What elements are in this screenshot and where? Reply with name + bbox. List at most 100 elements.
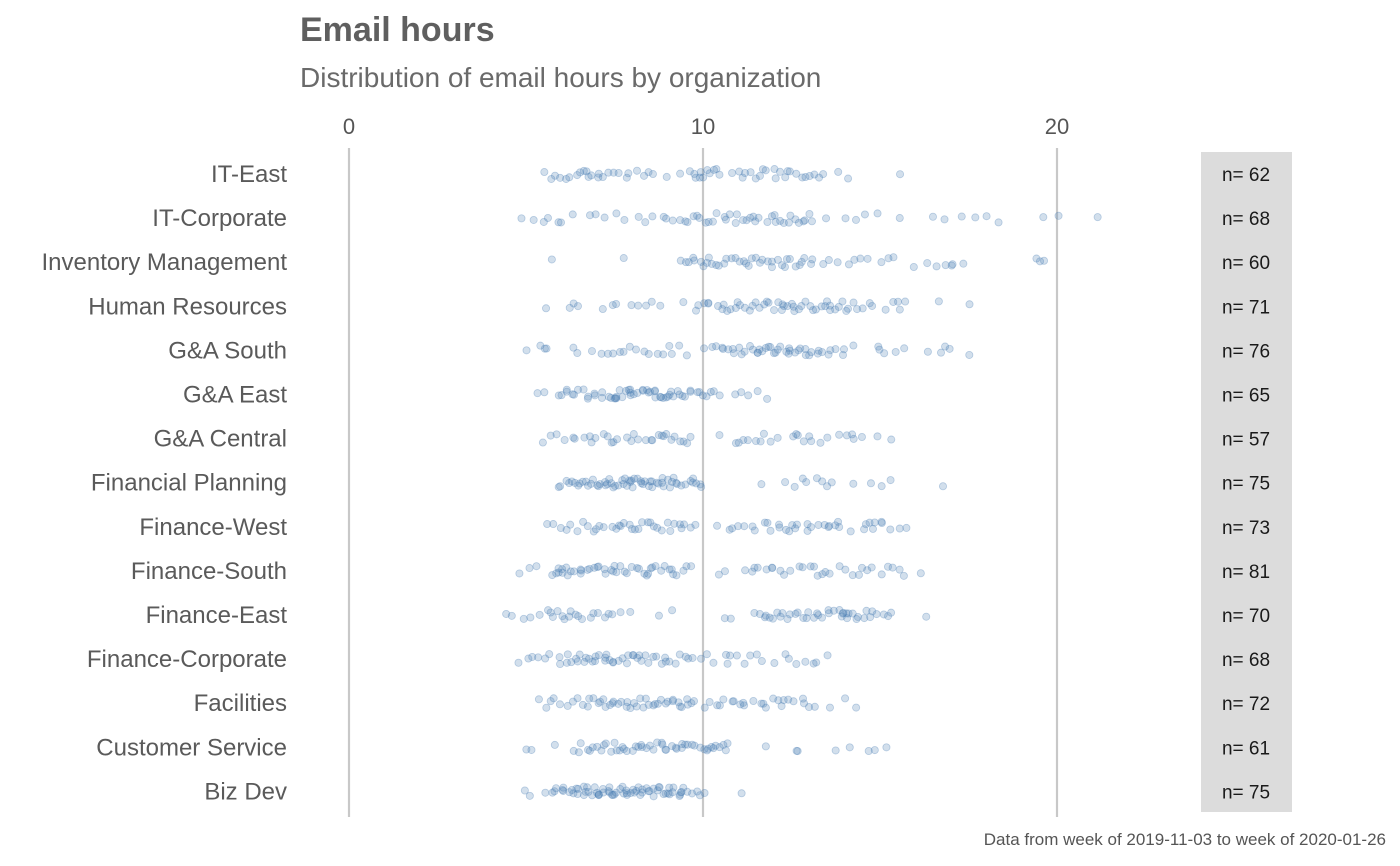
data-point <box>839 345 848 354</box>
data-point <box>679 566 688 575</box>
data-point <box>896 170 905 179</box>
data-point <box>764 298 773 307</box>
data-point <box>695 791 704 800</box>
data-point <box>689 697 698 706</box>
data-point <box>779 218 788 227</box>
category-label: Facilities <box>194 690 287 717</box>
data-point <box>791 262 800 271</box>
data-point <box>742 259 751 268</box>
data-point <box>661 745 670 754</box>
data-point <box>662 430 671 439</box>
data-point <box>777 306 786 315</box>
count-label: n= 71 <box>1222 297 1270 318</box>
data-point <box>656 393 665 402</box>
data-point <box>610 394 619 403</box>
data-point <box>585 211 594 220</box>
data-point <box>856 254 865 263</box>
data-point <box>653 738 662 747</box>
data-point <box>844 174 853 183</box>
x-axis-ticks: 0 10 20 <box>343 114 1069 139</box>
data-point <box>792 169 801 178</box>
data-point <box>766 343 775 352</box>
data-point <box>574 784 583 793</box>
data-point <box>573 657 582 666</box>
data-point <box>552 784 561 793</box>
data-point <box>763 394 772 403</box>
data-point <box>554 218 563 227</box>
category-row: Finance-South n= 81 <box>131 558 1270 585</box>
data-point <box>744 261 753 270</box>
data-point <box>589 527 598 536</box>
data-point <box>644 700 653 709</box>
data-point <box>672 571 681 580</box>
data-point <box>768 563 777 572</box>
data-point <box>700 789 709 798</box>
data-point <box>798 173 807 182</box>
data-point <box>841 694 850 703</box>
data-point <box>556 218 565 227</box>
data-point <box>569 390 578 399</box>
data-point <box>573 694 582 703</box>
data-point <box>835 523 844 532</box>
data-point <box>676 216 685 225</box>
data-point <box>780 570 789 579</box>
count-label: n= 76 <box>1222 341 1270 362</box>
data-point <box>734 438 743 447</box>
data-point <box>686 432 695 441</box>
data-point <box>818 613 827 622</box>
data-point <box>605 783 614 792</box>
data-point <box>844 260 853 269</box>
data-point <box>751 298 760 307</box>
data-point <box>546 697 555 706</box>
data-point <box>825 569 834 578</box>
data-point <box>792 520 801 529</box>
data-point <box>679 783 688 792</box>
data-point <box>872 610 881 619</box>
data-point <box>683 218 692 227</box>
data-point <box>852 215 861 224</box>
data-point <box>690 169 699 178</box>
data-point <box>803 526 812 535</box>
data-point <box>649 652 658 661</box>
data-point <box>575 479 584 488</box>
data-point <box>576 569 585 578</box>
data-point <box>595 480 604 489</box>
data-point <box>642 301 651 310</box>
data-point <box>870 518 879 527</box>
data-point <box>671 743 680 752</box>
data-point <box>584 745 593 754</box>
data-point <box>827 478 836 487</box>
data-point <box>567 658 576 667</box>
data-point <box>849 479 858 488</box>
data-point <box>587 171 596 180</box>
data-point <box>677 788 686 797</box>
data-point <box>731 219 740 228</box>
data-point <box>653 786 662 795</box>
data-point <box>693 388 702 397</box>
data-point <box>742 216 751 225</box>
data-point <box>932 262 941 271</box>
data-point <box>684 654 693 663</box>
data-point <box>835 430 844 439</box>
data-point <box>688 740 697 749</box>
data-point <box>569 343 578 352</box>
data-point <box>813 349 822 358</box>
data-point <box>868 607 877 616</box>
data-point <box>704 744 713 753</box>
data-point <box>731 303 740 312</box>
data-point <box>539 217 548 226</box>
data-point <box>689 212 698 221</box>
data-point <box>541 788 550 797</box>
data-point <box>520 786 529 795</box>
data-point <box>578 615 587 624</box>
data-point <box>777 702 786 711</box>
data-point <box>758 165 767 174</box>
data-point <box>657 526 666 535</box>
data-point <box>683 787 692 796</box>
data-point <box>609 168 618 177</box>
data-point <box>603 432 612 441</box>
data-point <box>667 565 676 574</box>
data-point <box>705 697 714 706</box>
data-point <box>888 563 897 572</box>
data-point <box>714 261 723 270</box>
